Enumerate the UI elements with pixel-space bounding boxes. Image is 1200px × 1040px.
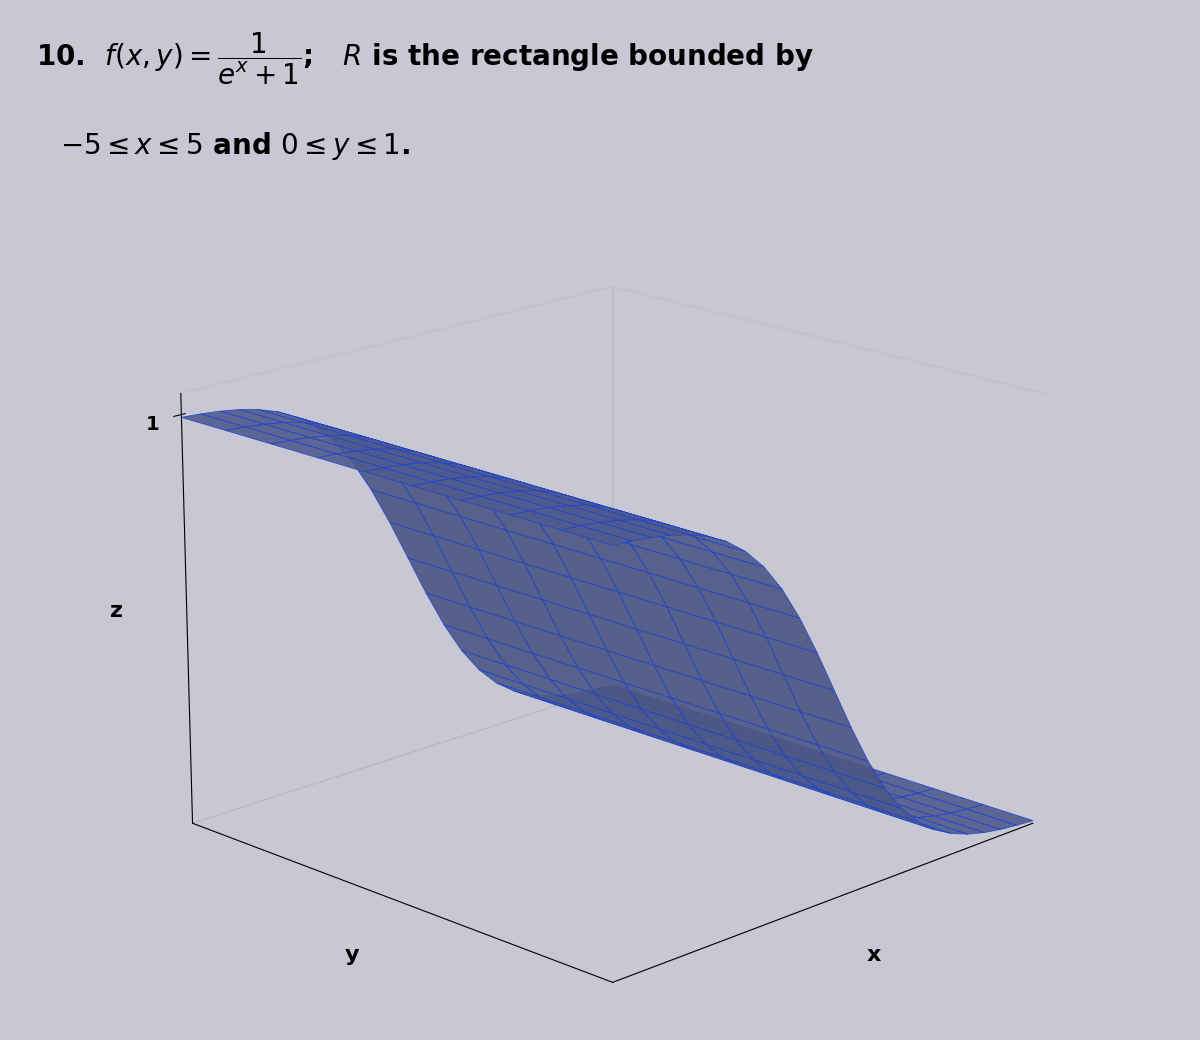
Text: $-5 \leq x \leq 5$ and $0 \leq y \leq 1$.: $-5 \leq x \leq 5$ and $0 \leq y \leq 1$… <box>60 130 410 162</box>
X-axis label: x: x <box>866 945 881 965</box>
Y-axis label: y: y <box>344 945 359 965</box>
Text: 10.  $f(x, y) = \dfrac{1}{e^x + 1}$;   $R$ is the rectangle bounded by: 10. $f(x, y) = \dfrac{1}{e^x + 1}$; $R$ … <box>36 31 814 87</box>
